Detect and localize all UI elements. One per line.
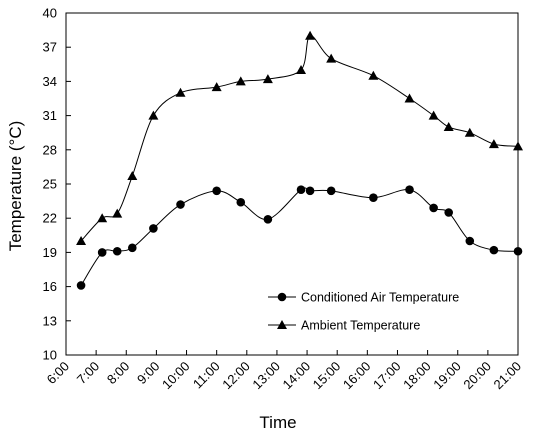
legend-marker-triangle <box>277 320 287 329</box>
x-axis-title: Time <box>259 413 296 432</box>
x-tick-label: 12:00 <box>219 359 253 393</box>
data-point-triangle <box>262 74 273 84</box>
data-point-circle <box>513 246 523 256</box>
y-tick-label: 31 <box>43 108 57 123</box>
x-tick-label: 7:00 <box>74 359 103 388</box>
data-point-triangle <box>443 122 454 131</box>
x-tick-label: 18:00 <box>400 359 434 393</box>
x-tick-label: 16:00 <box>340 359 374 393</box>
data-point-triangle <box>513 141 523 151</box>
y-tick-label: 25 <box>43 177 57 192</box>
data-point-circle <box>429 203 438 213</box>
data-point-triangle <box>305 30 316 40</box>
data-point-circle <box>489 245 499 255</box>
data-point-triangle <box>235 76 246 86</box>
data-point-triangle <box>211 82 222 92</box>
x-tick-label: 15:00 <box>310 359 344 393</box>
x-tick-label: 17:00 <box>370 359 404 393</box>
x-tick-label: 13:00 <box>249 359 283 393</box>
data-point-circle <box>263 215 273 224</box>
x-tick-label: 9:00 <box>134 359 163 388</box>
data-point-circle <box>97 248 107 257</box>
y-tick-label: 22 <box>43 211 57 226</box>
series-triangle <box>76 30 523 245</box>
data-point-triangle <box>127 171 138 181</box>
x-tick-label: 14:00 <box>280 359 314 393</box>
data-point-circle <box>405 185 414 194</box>
data-point-triangle <box>488 139 499 149</box>
data-point-circle <box>296 185 306 194</box>
data-point-circle <box>127 243 137 253</box>
data-point-circle <box>326 186 336 196</box>
data-point-circle <box>176 200 185 209</box>
x-tick-label: 20:00 <box>460 359 494 393</box>
x-tick-label: 8:00 <box>104 359 133 388</box>
data-point-circle <box>236 197 246 207</box>
x-tick-label: 10:00 <box>159 359 193 393</box>
series-line <box>80 187 519 286</box>
data-point-circle <box>369 193 378 202</box>
y-tick-label: 13 <box>43 313 57 328</box>
data-point-circle <box>465 236 475 246</box>
legend: Conditioned Air Temperature Ambient Tempe… <box>268 291 459 333</box>
y-tick-label: 19 <box>43 245 57 260</box>
data-point-circle <box>149 224 158 233</box>
y-tick-label: 16 <box>43 279 57 294</box>
data-point-circle <box>76 281 86 290</box>
y-tick-label: 34 <box>43 74 57 89</box>
data-point-triangle <box>112 208 123 218</box>
legend-item: Ambient Temperature <box>268 319 420 333</box>
legend-marker-circle <box>277 292 287 302</box>
data-point-circle <box>305 186 315 196</box>
x-tick-label: 11:00 <box>190 359 223 392</box>
data-point-triangle <box>404 93 415 103</box>
legend-label: Conditioned Air Temperature <box>301 291 459 305</box>
legend-label: Ambient Temperature <box>301 319 420 333</box>
data-point-triangle <box>326 53 337 63</box>
data-point-circle <box>212 186 221 196</box>
y-tick-label: 28 <box>43 142 57 157</box>
data-point-triangle <box>464 127 475 137</box>
data-point-triangle <box>148 110 159 120</box>
data-point-triangle <box>175 87 186 97</box>
data-point-triangle <box>428 110 439 120</box>
data-point-triangle <box>97 213 108 223</box>
y-axis-title: Temperature (°C) <box>6 121 25 252</box>
series-circle <box>76 185 523 290</box>
y-tick-label: 10 <box>43 348 57 363</box>
data-point-circle <box>112 246 122 256</box>
x-tick-label: 19:00 <box>430 359 464 393</box>
data-point-triangle <box>368 70 379 80</box>
x-tick-label: 6:00 <box>44 359 73 388</box>
x-tick-label: 21:00 <box>491 359 525 393</box>
series-line <box>80 35 519 242</box>
data-point-circle <box>444 208 453 217</box>
y-tick-label: 40 <box>43 6 57 21</box>
legend-item: Conditioned Air Temperature <box>268 291 459 305</box>
data-point-triangle <box>296 65 307 74</box>
data-point-triangle <box>76 236 87 245</box>
y-tick-label: 37 <box>43 40 57 55</box>
